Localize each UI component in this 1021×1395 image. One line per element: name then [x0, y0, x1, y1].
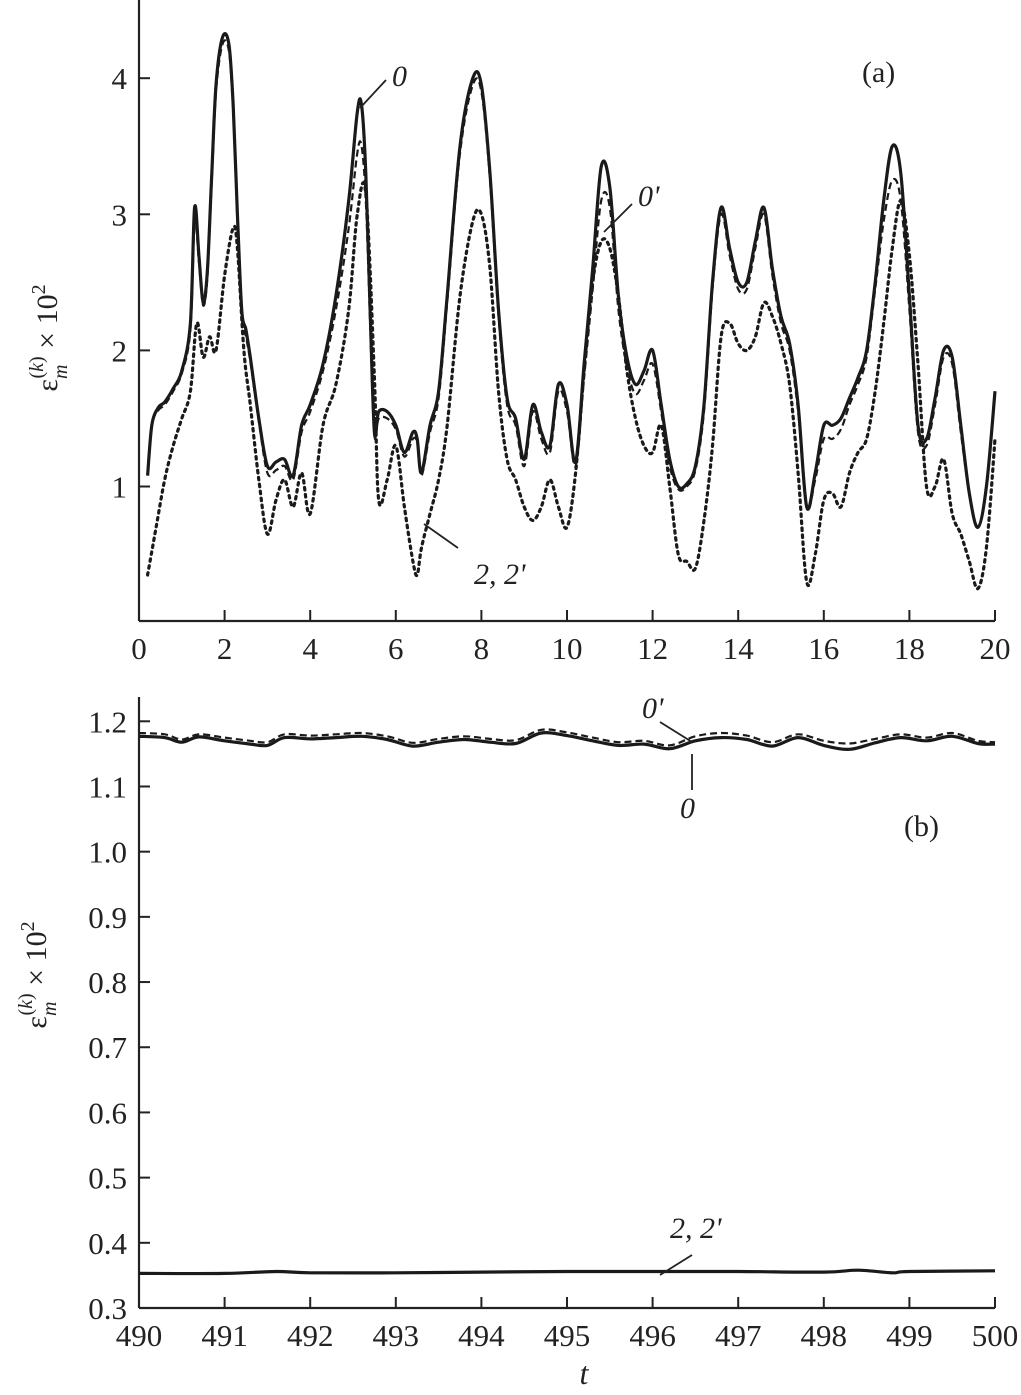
- panel-a-x-tick-label: 16: [808, 631, 839, 666]
- panel-a-series-dotted-2: [146, 181, 997, 591]
- panel-b-series-solid-0: [138, 731, 996, 751]
- panel-b-xlabel: t: [580, 1355, 590, 1391]
- panel-a-y-ticks: 1 2 3 4: [112, 61, 150, 505]
- panel-b-x-tick-label: 499: [886, 1318, 933, 1353]
- panel-b: 490 491 492 493 494 495 496 497 498 499 500 0.3 0.4…: [15, 692, 1018, 1391]
- panel-a-x-tick-label: 10: [552, 631, 583, 666]
- panel-a-series-dashed-1: [146, 39, 997, 529]
- panel-b-y-tick-label: 0.6: [88, 1095, 127, 1130]
- panel-a-series-solid-0: [146, 31, 997, 529]
- panel-b-label-2-leader: [659, 1254, 693, 1276]
- panel-a-label-2-leader: [423, 523, 459, 549]
- panel-b-ylabel-text: εm(k) × 102: [15, 921, 61, 1028]
- panel-a-series: [146, 31, 997, 591]
- panel-b-x-tick-label: 498: [801, 1318, 848, 1353]
- panel-b-x-tick-label: 494: [458, 1318, 505, 1353]
- panel-b-series-dashed-1: [138, 728, 996, 747]
- panel-b-label-0prime: 0': [642, 692, 664, 725]
- panel-b-y-tick-label: 0.3: [88, 1291, 127, 1326]
- panel-b-y-tick-label: 1.1: [88, 769, 127, 804]
- panel-a-x-tick-label: 14: [723, 631, 755, 666]
- panel-a-x-tick-label: 18: [894, 631, 925, 666]
- panel-b-x-tick-label: 500: [972, 1318, 1019, 1353]
- panel-a-x-ticks: 0 2 4 6 8 10 12 14 16 18 20: [131, 610, 1011, 666]
- panel-b-series: [138, 728, 996, 1276]
- panel-a-x-tick-label: 0: [131, 631, 147, 666]
- panel-b-y-ticks: 0.3 0.4 0.5 0.6 0.7 0.8 0.9 1.0 1.1 1.2: [88, 704, 150, 1326]
- panel-a-x-tick-label: 20: [980, 631, 1011, 666]
- panel-a-y-tick-label: 1: [112, 470, 128, 505]
- panel-b-y-tick-label: 0.9: [88, 900, 127, 935]
- panel-b-label: (b): [904, 810, 939, 843]
- panel-a-ylabel: εm(k) × 102: [26, 284, 72, 391]
- panel-a-label: (a): [862, 56, 895, 89]
- panel-b-label-0: 0: [680, 792, 695, 825]
- panel-b-x-ticks: 490 491 492 493 494 495 496 497 498 499 500: [116, 1297, 1019, 1353]
- panel-b-x-tick-label: 497: [715, 1318, 762, 1353]
- panel-b-label-2: 2, 2': [670, 1212, 722, 1245]
- panel-b-y-tick-label: 1.0: [88, 835, 127, 870]
- panel-b-ylabel: εm(k) × 102: [15, 921, 61, 1028]
- panel-b-y-tick-label: 0.5: [88, 1161, 127, 1196]
- panel-b-x-tick-label: 492: [287, 1318, 334, 1353]
- panel-b-y-tick-label: 1.2: [88, 704, 127, 739]
- panel-a-label-0: 0: [392, 60, 407, 93]
- panel-a-x-tick-label: 4: [302, 631, 318, 666]
- panel-b-x-tick-label: 491: [201, 1318, 248, 1353]
- panel-a-x-tick-label: 6: [388, 631, 404, 666]
- panel-a-label-0-leader: [359, 79, 387, 109]
- panel-b-x-tick-label: 496: [629, 1318, 676, 1353]
- panel-a-x-tick-label: 12: [637, 631, 668, 666]
- panel-a-ylabel-text: εm(k) × 102: [26, 284, 72, 391]
- panel-b-x-tick-label: 493: [373, 1318, 420, 1353]
- panel-a-label-0prime-leader: [603, 203, 633, 233]
- panel-a-label-2: 2, 2': [474, 558, 526, 591]
- panel-a-y-tick-label: 4: [112, 61, 128, 96]
- panel-b-label-0prime-leader: [659, 721, 693, 743]
- panel-a-x-tick-label: 2: [217, 631, 233, 666]
- panel-b-y-tick-label: 0.8: [88, 965, 127, 1000]
- panel-a-label-0prime: 0': [638, 180, 660, 213]
- panel-b-series-solid-2: [138, 1268, 996, 1276]
- panel-b-x-tick-label: 495: [544, 1318, 591, 1353]
- panel-b-y-tick-label: 0.7: [88, 1030, 127, 1065]
- panel-a-y-tick-label: 3: [112, 197, 128, 232]
- panel-b-x-tick-label: 490: [116, 1318, 163, 1353]
- panel-b-y-tick-label: 0.4: [88, 1226, 127, 1261]
- panel-a-x-tick-label: 8: [474, 631, 490, 666]
- panel-a-y-tick-label: 2: [112, 333, 128, 368]
